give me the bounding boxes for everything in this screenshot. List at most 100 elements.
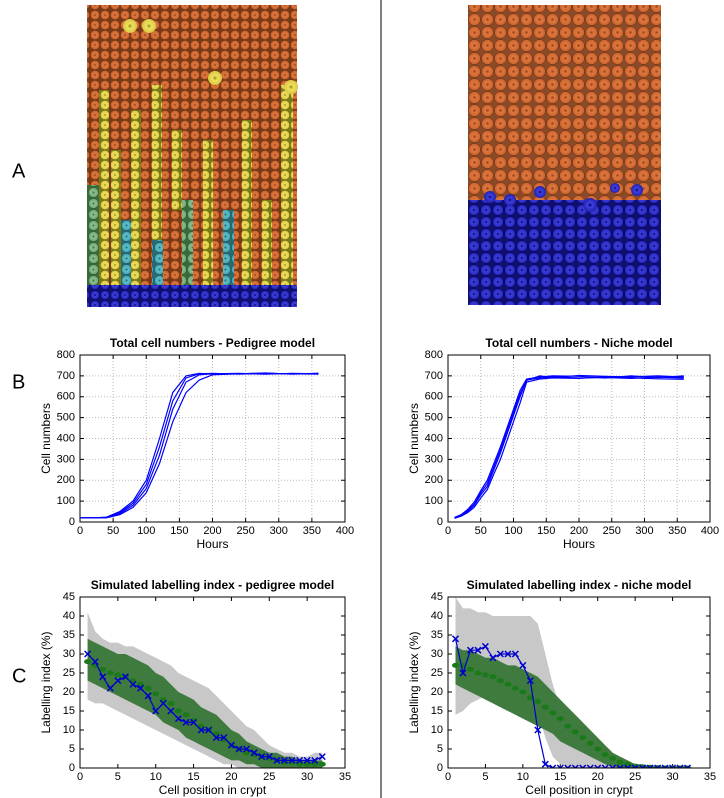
- marker: [646, 764, 654, 768]
- marker: [318, 753, 326, 761]
- marker: [564, 723, 572, 729]
- x-tick-label: 200: [570, 525, 588, 537]
- y-tick-label: 5: [437, 743, 443, 755]
- y-tick-label: 15: [431, 705, 443, 717]
- marker: [466, 666, 474, 672]
- marker: [182, 712, 190, 718]
- marker: [616, 759, 624, 765]
- y-tick-label: 35: [63, 629, 75, 641]
- marker: [182, 718, 190, 726]
- marker: [129, 680, 137, 688]
- x-tick-label: 300: [270, 525, 288, 537]
- y-tick-label: 100: [425, 495, 443, 507]
- marker: [159, 699, 167, 707]
- marker: [549, 764, 557, 768]
- y-tick-label: 5: [69, 743, 75, 755]
- y-tick-label: 35: [431, 629, 443, 641]
- marker: [197, 726, 205, 734]
- marker: [106, 670, 114, 676]
- y-tick-label: 0: [69, 762, 75, 774]
- marker: [601, 752, 609, 758]
- y-tick-label: 40: [431, 610, 443, 622]
- marker: [220, 737, 228, 742]
- pedigree-crypt-image: [87, 5, 298, 307]
- x-tick-label: 35: [704, 771, 716, 783]
- marker: [526, 695, 534, 701]
- x-tick-label: 0: [445, 525, 451, 537]
- series-line: [454, 374, 684, 519]
- marker: [466, 646, 474, 654]
- marker: [474, 670, 482, 676]
- marker: [265, 753, 273, 761]
- x-tick-label: 0: [77, 771, 83, 783]
- marker: [579, 764, 587, 768]
- marker: [318, 761, 326, 767]
- marker: [609, 764, 617, 768]
- marker: [556, 716, 564, 722]
- x-tick-label: 100: [504, 525, 522, 537]
- x-tick-label: 5: [482, 771, 488, 783]
- marker: [579, 735, 587, 741]
- x-tick-label: 25: [263, 771, 275, 783]
- marker: [534, 726, 542, 734]
- panel-label: C: [12, 665, 26, 687]
- marker: [504, 650, 512, 658]
- marker: [631, 764, 639, 768]
- marker: [106, 684, 114, 692]
- marker: [288, 759, 296, 765]
- marker: [684, 764, 692, 768]
- y-tick-label: 200: [425, 474, 443, 486]
- y-tick-label: 45: [63, 591, 75, 603]
- x-tick-label: 25: [629, 771, 641, 783]
- marker: [258, 753, 266, 761]
- marker: [190, 718, 198, 723]
- marker: [84, 659, 92, 665]
- x-tick-label: 300: [635, 525, 653, 537]
- y-tick-label: 500: [425, 412, 443, 424]
- y-tick-label: 15: [63, 705, 75, 717]
- y-tick-label: 20: [431, 686, 443, 698]
- marker: [91, 658, 99, 666]
- marker: [152, 707, 160, 715]
- x-tick-label: 15: [554, 771, 566, 783]
- x-tick-label: 10: [150, 771, 162, 783]
- band: [455, 646, 688, 768]
- marker: [296, 756, 304, 764]
- x-axis-label: Hours: [196, 537, 228, 551]
- marker: [451, 662, 459, 668]
- x-tick-label: 150: [537, 525, 555, 537]
- marker: [541, 760, 549, 768]
- y-tick-label: 0: [437, 762, 443, 774]
- marker: [661, 764, 669, 768]
- y-axis-label: Labelling index (%): [39, 631, 53, 733]
- marker: [451, 635, 460, 643]
- plot-content: [84, 612, 326, 768]
- marker: [273, 756, 281, 764]
- marker: [519, 689, 527, 695]
- marker: [511, 685, 519, 691]
- y-axis-label: Cell numbers: [39, 403, 53, 474]
- marker: [489, 674, 497, 680]
- marker: [519, 661, 527, 669]
- chart-title: Total cell numbers - Pedigree model: [110, 336, 315, 350]
- marker: [220, 734, 228, 742]
- marker: [586, 740, 594, 746]
- marker: [114, 677, 122, 685]
- marker: [496, 678, 504, 684]
- marker: [167, 700, 175, 706]
- marker: [586, 764, 594, 768]
- y-axis-label: Cell numbers: [407, 403, 421, 474]
- x-tick-label: 30: [666, 771, 678, 783]
- x-tick-label: 150: [170, 525, 188, 537]
- x-axis-label: Cell position in crypt: [525, 783, 633, 797]
- marker: [541, 704, 549, 710]
- x-tick-label: 20: [592, 771, 604, 783]
- marker: [481, 642, 489, 650]
- x-tick-label: 250: [236, 525, 254, 537]
- x-tick-label: 250: [603, 525, 621, 537]
- marker: [174, 708, 182, 714]
- marker: [564, 764, 572, 768]
- y-tick-label: 300: [57, 453, 75, 465]
- y-tick-label: 40: [63, 610, 75, 622]
